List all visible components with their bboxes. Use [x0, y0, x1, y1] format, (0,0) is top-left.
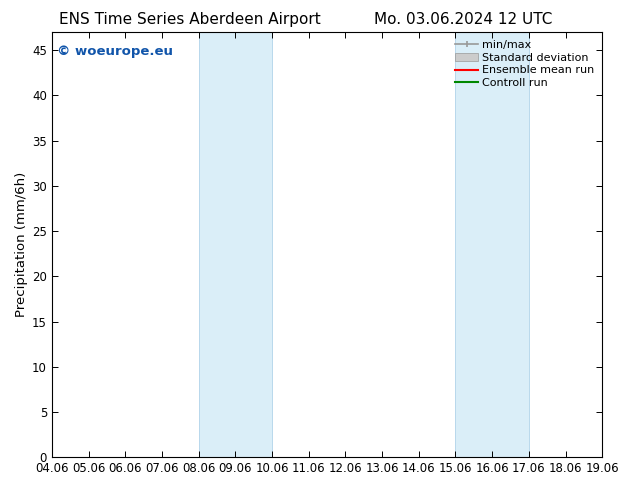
- Legend: min/max, Standard deviation, Ensemble mean run, Controll run: min/max, Standard deviation, Ensemble me…: [453, 38, 597, 91]
- Text: © woeurope.eu: © woeurope.eu: [58, 45, 174, 58]
- Text: ENS Time Series Aberdeen Airport: ENS Time Series Aberdeen Airport: [60, 12, 321, 27]
- Bar: [198, 32, 272, 457]
- Bar: [455, 32, 529, 457]
- Text: Mo. 03.06.2024 12 UTC: Mo. 03.06.2024 12 UTC: [373, 12, 552, 27]
- Y-axis label: Precipitation (mm/6h): Precipitation (mm/6h): [15, 172, 28, 317]
